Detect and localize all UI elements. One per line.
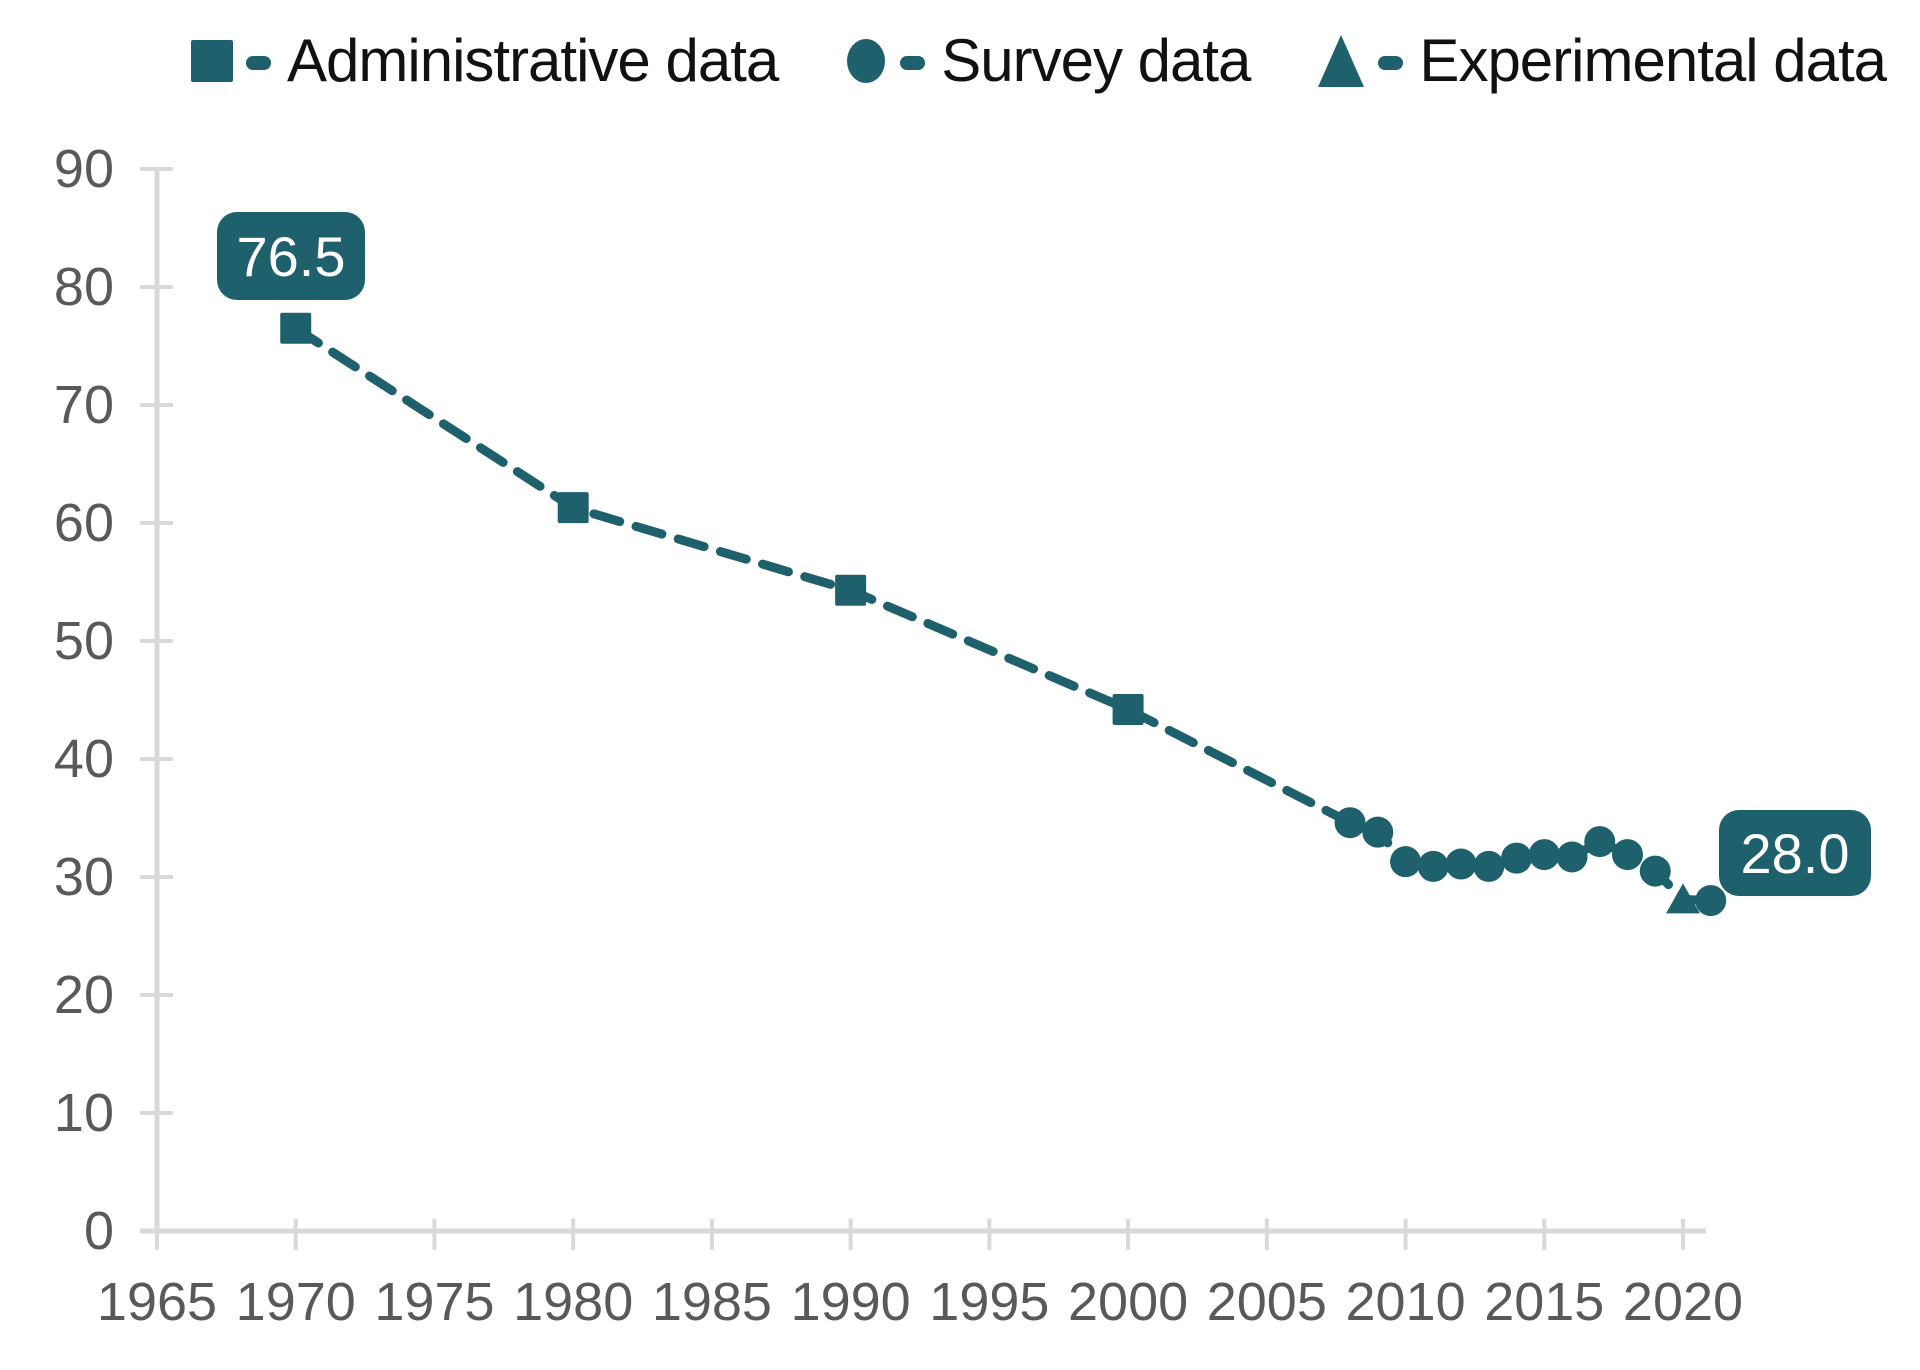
- data-point-circle: [1612, 839, 1644, 871]
- legend-item-survey: Survey data: [844, 27, 1251, 94]
- x-tick-label: 2020: [1623, 1272, 1743, 1332]
- data-point-circle: [1473, 850, 1505, 882]
- data-point-square: [280, 312, 312, 344]
- y-tick-label: 30: [54, 847, 114, 907]
- y-tick-label: 20: [54, 965, 114, 1025]
- x-tick-label: 1965: [97, 1272, 217, 1332]
- x-tick-label: 2000: [1068, 1272, 1188, 1332]
- legend-item-experimental: Experimental data: [1316, 27, 1887, 94]
- trend-line: [291, 323, 1716, 906]
- legend-item-administrative: Administrative data: [190, 27, 779, 94]
- y-tick-label: 80: [54, 257, 114, 317]
- data-point-circle: [1445, 848, 1477, 880]
- data-point-square: [557, 492, 589, 524]
- x-tick-label: 1980: [513, 1272, 633, 1332]
- x-tick-label: 2005: [1207, 1272, 1327, 1332]
- chart-legend: Administrative data Survey data Experime…: [190, 26, 1887, 96]
- legend-label: Administrative data: [287, 27, 779, 94]
- data-point-circle: [1362, 816, 1394, 848]
- triangle-marker-icon: [1318, 35, 1365, 87]
- x-tick-label: 2015: [1484, 1272, 1604, 1332]
- x-tick-label: 1995: [929, 1272, 1049, 1332]
- start-value-callout: 76.5: [217, 212, 365, 300]
- data-point-circle: [1501, 842, 1533, 874]
- y-tick-label: 60: [54, 493, 114, 553]
- data-point-circle: [1695, 885, 1727, 917]
- y-tick-label: 10: [54, 1083, 114, 1143]
- data-point-circle: [1639, 855, 1671, 887]
- y-tick-label: 70: [54, 375, 114, 435]
- line-dash-icon: [246, 56, 271, 70]
- data-point-square: [1112, 693, 1144, 725]
- y-tick-label: 40: [54, 729, 114, 789]
- data-point-circle: [1556, 841, 1588, 873]
- x-tick-label: 2010: [1345, 1272, 1465, 1332]
- x-tick-label: 1985: [652, 1272, 772, 1332]
- circle-marker-icon: [847, 39, 886, 83]
- data-point-circle: [1417, 850, 1449, 882]
- data-point-circle: [1334, 807, 1366, 839]
- y-tick-label: 0: [84, 1201, 114, 1261]
- data-point-circle: [1584, 826, 1616, 858]
- x-tick-label: 1990: [791, 1272, 911, 1332]
- line-dash-icon: [1378, 56, 1404, 70]
- data-point-square: [835, 574, 867, 606]
- legend-label: Experimental data: [1419, 27, 1887, 94]
- legend-label: Survey data: [941, 27, 1251, 94]
- data-point-triangle: [1666, 883, 1700, 914]
- square-marker-icon: [191, 40, 233, 82]
- x-tick-label: 1970: [236, 1272, 356, 1332]
- y-tick-label: 90: [54, 139, 114, 199]
- line-dash-icon: [900, 56, 926, 70]
- start-value-label: 76.5: [236, 224, 346, 288]
- data-point-circle: [1528, 839, 1560, 871]
- end-value-label: 28.0: [1740, 821, 1850, 885]
- y-tick-label: 50: [54, 611, 114, 671]
- x-tick-label: 1975: [374, 1272, 494, 1332]
- data-point-circle: [1390, 846, 1422, 878]
- end-value-callout: 28.0: [1719, 810, 1871, 896]
